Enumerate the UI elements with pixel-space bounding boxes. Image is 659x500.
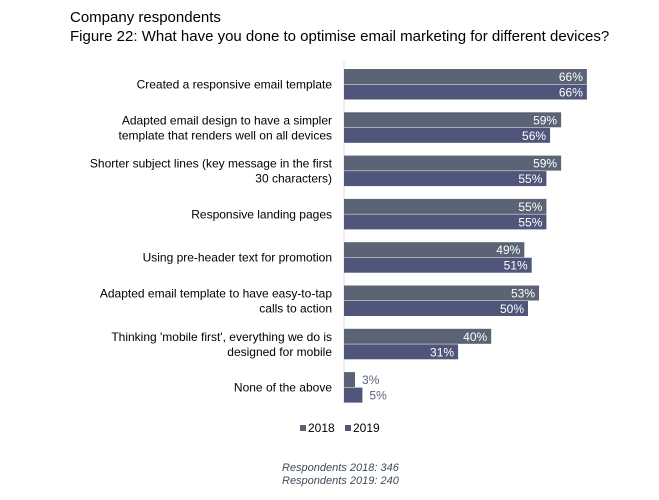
- data-label-2019: 55%: [518, 172, 542, 186]
- bar-2018: [344, 242, 525, 258]
- category-label: 30 characters): [255, 172, 332, 186]
- data-label-2019: 5%: [369, 389, 387, 403]
- bar-2019: [344, 257, 532, 273]
- bar-2018: [344, 372, 356, 388]
- bar-2018: [344, 69, 587, 84]
- bar-2019: [344, 84, 587, 100]
- bar-2018: [344, 198, 547, 214]
- legend-label-2018: 2018: [308, 421, 335, 435]
- bar-2019: [344, 171, 547, 187]
- bar-2018: [344, 328, 492, 344]
- data-label-2019: 66%: [559, 86, 583, 100]
- data-label-2018: 55%: [518, 200, 542, 214]
- category-label: designed for mobile: [227, 345, 332, 359]
- category-label: calls to action: [259, 302, 332, 316]
- bar-2018: [344, 155, 562, 171]
- data-label-2018: 3%: [362, 373, 380, 387]
- legend-label-2019: 2019: [353, 421, 380, 435]
- data-label-2018: 53%: [511, 287, 535, 301]
- category-label: None of the above: [234, 381, 332, 395]
- data-label-2018: 49%: [496, 243, 520, 257]
- bar-2019: [344, 387, 363, 403]
- category-label: Using pre-header text for promotion: [143, 251, 332, 265]
- category-label: Responsive landing pages: [191, 207, 332, 221]
- data-label-2019: 55%: [518, 215, 542, 229]
- category-label: Thinking 'mobile first', everything we d…: [111, 330, 332, 344]
- data-label-2019: 31%: [430, 345, 454, 359]
- footnote-2018: Respondents 2018: 346: [282, 462, 399, 474]
- data-label-2018: 59%: [533, 113, 557, 127]
- chart-header: Company respondents Figure 22: What have…: [70, 8, 609, 46]
- chart-title: Figure 22: What have you done to optimis…: [70, 28, 610, 45]
- data-label-2018: 40%: [463, 330, 487, 344]
- data-label-2019: 50%: [500, 302, 524, 316]
- footnotes: Respondents 2018: 346 Respondents 2019: …: [282, 462, 399, 488]
- bar-2019: [344, 214, 547, 230]
- bar-2018: [344, 112, 562, 128]
- bar-2019: [344, 301, 528, 316]
- data-label-2019: 51%: [504, 259, 528, 273]
- data-label-2019: 56%: [522, 129, 546, 143]
- bar-2019: [344, 344, 459, 360]
- legend-swatch-2018: [300, 425, 306, 431]
- category-label: template that renders well on all device…: [119, 128, 332, 142]
- category-label: Adapted email template to have easy-to-t…: [100, 287, 332, 301]
- category-label: Shorter subject lines (key message in th…: [90, 157, 333, 171]
- legend-swatch-2019: [345, 425, 351, 431]
- data-label-2018: 59%: [533, 157, 557, 171]
- chart-subtitle: Company respondents: [70, 9, 221, 26]
- bar-2019: [344, 127, 551, 143]
- data-label-2018: 66%: [559, 70, 583, 84]
- category-label: Created a responsive email template: [137, 78, 333, 92]
- bar-2018: [344, 285, 540, 301]
- footnote-2019: Respondents 2019: 240: [282, 475, 399, 487]
- category-label: Adapted email design to have a simpler: [122, 113, 332, 127]
